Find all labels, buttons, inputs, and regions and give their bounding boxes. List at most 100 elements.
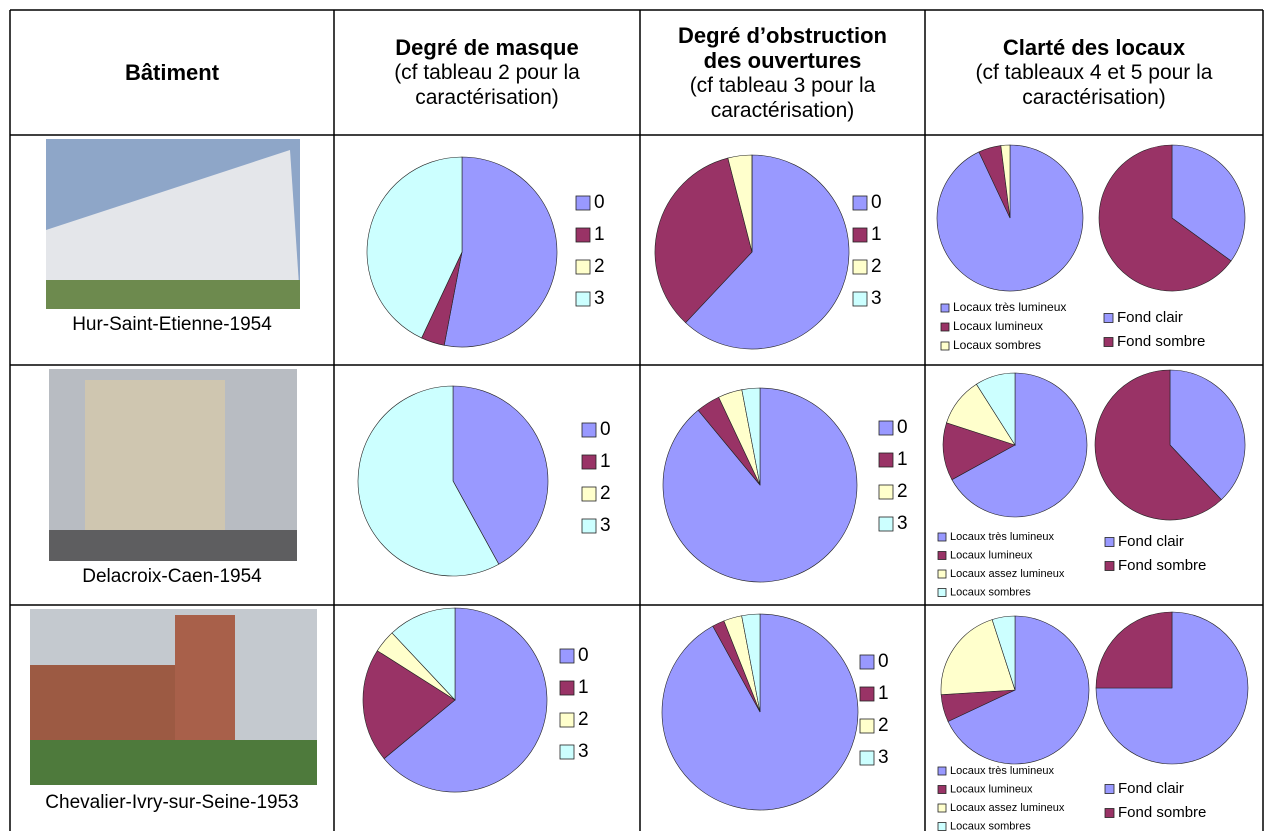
legend-label: 0 bbox=[578, 645, 589, 666]
legend-swatch bbox=[852, 259, 868, 275]
header-subtitle: (cf tableau 3 pour la caractérisation) bbox=[689, 73, 876, 122]
header-title: Clarté des locaux bbox=[1002, 35, 1186, 60]
pie-slice bbox=[1000, 144, 1011, 219]
building-photo bbox=[30, 609, 317, 785]
legend-swatch bbox=[1104, 537, 1115, 547]
legend-swatch bbox=[937, 588, 947, 597]
legend-label: Locaux très lumineux bbox=[950, 765, 1054, 777]
legend-label: 1 bbox=[897, 449, 908, 470]
pie-slice bbox=[661, 613, 859, 811]
legend-swatch bbox=[859, 718, 875, 734]
legend-swatch bbox=[581, 422, 597, 438]
legend-label: 3 bbox=[578, 741, 589, 762]
header-title: Degré de masque bbox=[395, 35, 579, 60]
legend-label: Locaux sombres bbox=[950, 586, 1031, 598]
legend-label: 0 bbox=[871, 192, 882, 213]
legend-swatch bbox=[581, 454, 597, 470]
pie-slice bbox=[741, 387, 761, 486]
legend-swatch bbox=[1103, 313, 1114, 323]
legend-swatch bbox=[937, 569, 947, 579]
legend-swatch bbox=[940, 341, 950, 351]
pie-slice bbox=[357, 385, 500, 577]
legend-swatch bbox=[1104, 561, 1115, 571]
legend-label: 1 bbox=[600, 451, 611, 472]
legend-swatch bbox=[878, 452, 894, 468]
legend-swatch bbox=[575, 259, 591, 275]
legend-swatch bbox=[859, 750, 875, 766]
pie-slice bbox=[1169, 369, 1246, 501]
legend-swatch bbox=[1103, 337, 1114, 347]
header-title: Bâtiment bbox=[124, 60, 220, 85]
legend-label: Locaux lumineux bbox=[950, 549, 1033, 561]
legend-label: 2 bbox=[594, 256, 605, 277]
building-name: Delacroix-Caen-1954 bbox=[82, 566, 262, 587]
legend-label: Fond clair bbox=[1117, 309, 1183, 326]
building-photo bbox=[46, 139, 300, 309]
pie-slice bbox=[654, 157, 753, 324]
pie-slice bbox=[685, 154, 850, 350]
legend-swatch bbox=[581, 518, 597, 534]
pie-slice bbox=[366, 156, 463, 339]
legend-swatch bbox=[575, 291, 591, 307]
legend-swatch bbox=[559, 648, 575, 664]
legend-label: Fond sombre bbox=[1117, 333, 1205, 350]
pie-slice bbox=[741, 613, 761, 713]
table-grid bbox=[9, 9, 1264, 831]
pie-slice bbox=[391, 607, 456, 701]
legend-label: 0 bbox=[897, 417, 908, 438]
building-photo bbox=[49, 369, 297, 561]
legend-swatch bbox=[940, 303, 950, 313]
legend-label: 1 bbox=[594, 224, 605, 245]
legend-swatch bbox=[859, 686, 875, 702]
legend-swatch bbox=[581, 486, 597, 502]
column-header: Bâtiment bbox=[10, 10, 334, 135]
legend-swatch bbox=[937, 766, 947, 776]
pie-slice bbox=[1171, 144, 1246, 262]
legend-label: 2 bbox=[578, 709, 589, 730]
legend-swatch bbox=[852, 227, 868, 243]
legend-label: 3 bbox=[897, 513, 908, 534]
legend-label: Locaux sombres bbox=[950, 820, 1031, 831]
legend-swatch bbox=[937, 551, 947, 560]
legend-label: 1 bbox=[578, 677, 589, 698]
column-header: Degré d’obstruction des ouvertures (cf ta… bbox=[640, 10, 925, 135]
legend-label: 2 bbox=[878, 715, 889, 736]
pie-slice bbox=[991, 615, 1016, 691]
legend-swatch bbox=[937, 532, 947, 542]
legend-label: 0 bbox=[878, 651, 889, 672]
header-subtitle: (cf tableaux 4 et 5 pour la caractérisat… bbox=[975, 61, 1213, 109]
legend-swatch bbox=[852, 195, 868, 211]
pie-slice bbox=[1094, 369, 1222, 521]
legend-swatch bbox=[1104, 784, 1115, 794]
header-title: Degré d’obstruction des ouvertures bbox=[677, 22, 887, 73]
pie-slice bbox=[1098, 144, 1232, 292]
pie-slice bbox=[443, 156, 558, 348]
legend-swatch bbox=[559, 744, 575, 760]
legend-swatch bbox=[1104, 808, 1115, 818]
legend-swatch bbox=[940, 322, 950, 332]
legend-label: Locaux très lumineux bbox=[950, 531, 1054, 543]
header-subtitle: (cf tableau 2 pour la caractérisation) bbox=[394, 61, 580, 109]
legend-swatch bbox=[878, 420, 894, 436]
legend-swatch bbox=[559, 680, 575, 696]
legend-label: Locaux assez lumineux bbox=[950, 568, 1065, 580]
legend-label: 3 bbox=[600, 515, 611, 536]
pie-slice bbox=[976, 372, 1016, 447]
legend-label: 2 bbox=[871, 256, 882, 277]
pie-slice bbox=[1095, 611, 1173, 689]
column-header: Degré de masque (cf tableau 2 pour la car… bbox=[334, 10, 640, 135]
legend-label: 2 bbox=[600, 483, 611, 504]
column-header: Clarté des locaux (cf tableaux 4 et 5 pou… bbox=[925, 10, 1263, 135]
pie-slice bbox=[362, 650, 456, 760]
legend-label: Fond clair bbox=[1118, 780, 1184, 797]
pie-slice bbox=[1095, 611, 1249, 765]
legend-label: Locaux lumineux bbox=[953, 319, 1043, 333]
building-name: Chevalier-Ivry-sur-Seine-1953 bbox=[45, 792, 298, 813]
legend-swatch bbox=[937, 785, 947, 794]
legend-label: 3 bbox=[878, 747, 889, 768]
legend-label: Fond sombre bbox=[1118, 804, 1206, 821]
legend-swatch bbox=[859, 654, 875, 670]
legend-label: Locaux assez lumineux bbox=[950, 802, 1065, 814]
